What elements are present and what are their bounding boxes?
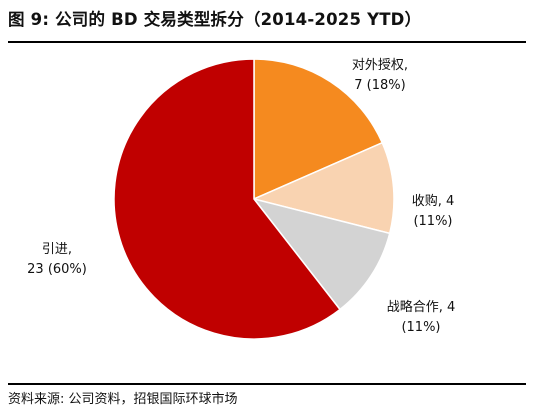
title-rule	[8, 41, 526, 43]
slice-label-line: 战略合作, 4	[387, 299, 456, 315]
slice-label-4: 引进, 23 (60%)	[27, 242, 87, 277]
pie-slice-4	[113, 58, 342, 340]
figure-title: 图 9: 公司的 BD 交易类型拆分（2014-2025 YTD）	[8, 10, 422, 29]
source-note: 资料来源: 公司资料，招银国际环球市场	[8, 392, 238, 407]
slice-label-line: 引进,	[42, 242, 72, 257]
pie-slice-3	[252, 197, 391, 311]
slice-label-2: 收购, 4 (11%)	[412, 193, 455, 229]
slice-label-line: 收购, 4	[412, 193, 455, 209]
slice-label-line: 23 (60%)	[27, 262, 87, 277]
slice-label-line: (11%)	[401, 320, 440, 335]
slice-label-3: 战略合作, 4 (11%)	[387, 299, 456, 335]
source-rule	[8, 383, 526, 385]
slice-label-1: 对外授权, 7 (18%)	[352, 57, 408, 93]
pie-slices	[113, 58, 395, 340]
pie-chart: 对外授权, 7 (18%) 收购, 4 (11%) 战略合作, 4 (11%) 引进, 23 …	[27, 57, 455, 340]
slice-label-line: (11%)	[413, 214, 452, 229]
slice-label-line: 7 (18%)	[354, 78, 405, 93]
pie-slice-1	[253, 58, 384, 201]
slice-label-line: 对外授权,	[352, 57, 408, 73]
pie-slice-2	[251, 141, 395, 235]
pie-labels: 对外授权, 7 (18%) 收购, 4 (11%) 战略合作, 4 (11%) 引进, 23 …	[27, 57, 455, 335]
